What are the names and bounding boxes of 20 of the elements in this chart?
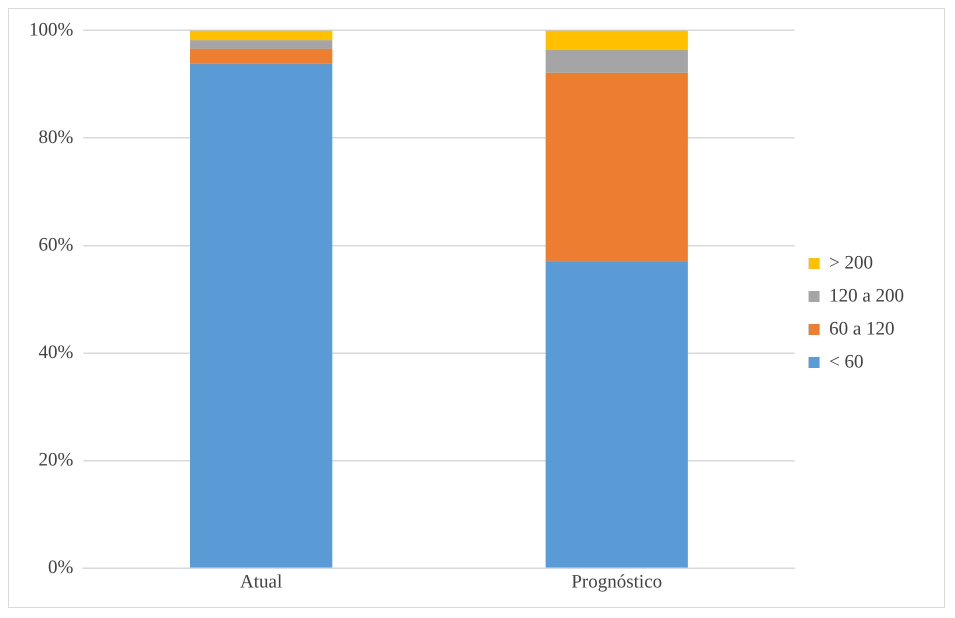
y-tick-label: 20% [38,450,74,471]
bar [190,64,332,568]
y-tick-label: 80% [38,126,74,148]
legend-label: 60 a 120 [829,318,895,340]
y-tick-label: 40% [38,342,74,364]
bar [190,40,332,49]
bar [190,30,332,40]
bar [546,50,688,73]
y-tick-label: 0% [48,557,74,578]
legend-label: < 60 [829,351,864,372]
bar [546,261,688,568]
x-tick-label: Prognóstico [571,572,662,593]
legend-label: > 200 [829,252,874,274]
legend-label: 120 a 200 [829,285,904,306]
x-tick-label: Atual [240,572,282,593]
bar [190,48,332,64]
y-tick-label: 60% [38,234,74,256]
bar [546,72,688,262]
bar [546,30,688,50]
y-tick-label: 100% [29,19,74,40]
